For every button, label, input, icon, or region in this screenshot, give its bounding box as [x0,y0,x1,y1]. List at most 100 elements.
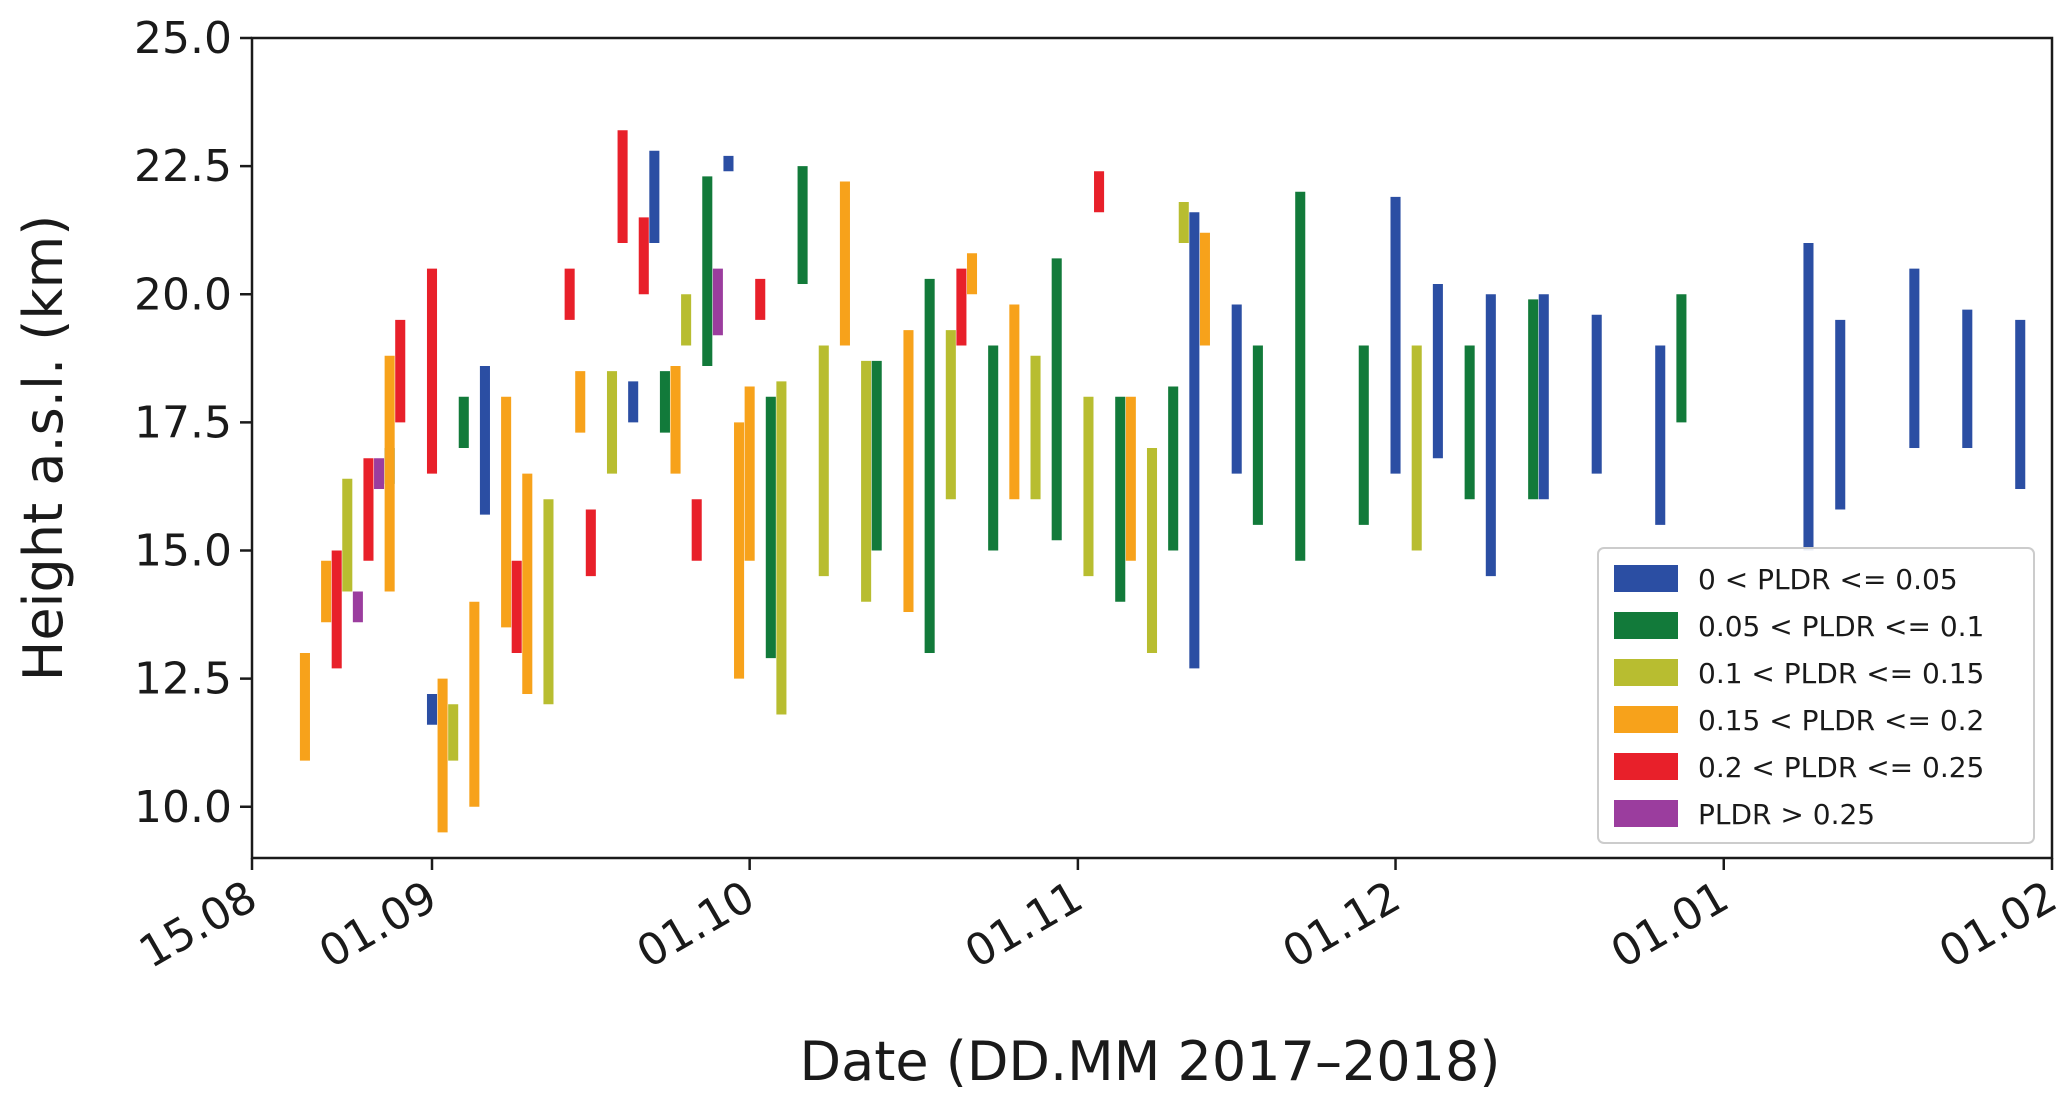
legend-swatch [1614,800,1678,827]
legend-frame [1597,547,2035,844]
data-bar [1252,345,1263,525]
data-bar [1591,314,1602,474]
legend: 0 < PLDR <= 0.05 0.05 < PLDR <= 0.1 0.1 < … [1597,547,2035,844]
data-bar [945,330,956,500]
data-bar [956,268,967,346]
data-bar [1962,309,1973,449]
data-bar [575,371,586,433]
data-bar [1485,294,1496,577]
data-bar [755,278,766,320]
data-bar [479,366,490,515]
data-bar [522,473,533,695]
data-bar [1358,345,1369,525]
legend-label: PLDR > 0.25 [1698,798,1875,831]
data-bar [723,155,734,172]
y-tick-label: 20.0 [134,269,232,320]
data-bar [628,381,639,423]
legend-swatch [1614,565,1678,592]
data-bar [1676,294,1687,423]
data-bar [299,653,310,761]
data-bar [1411,345,1422,551]
x-tick-label: 01.02 [1931,871,2066,978]
data-bar [374,458,385,489]
data-bar [765,396,776,659]
data-bar [1009,304,1020,500]
legend-swatch [1614,753,1678,780]
data-bar [501,396,512,628]
data-bar [1432,284,1443,459]
data-bar [448,704,459,761]
data-bar [606,371,618,474]
data-bar [1083,396,1094,577]
data-bar [395,319,406,423]
y-tick-label: 12.5 [134,654,232,705]
data-bar [681,294,692,346]
data-bar [1168,386,1179,551]
data-bar [744,386,755,561]
data-bar [670,366,681,474]
data-bar [363,458,374,561]
y-axis-label: Height a.s.l. (km) [12,215,75,682]
data-bar [734,422,745,679]
y-tick-label: 10.0 [134,782,232,833]
data-bar [1538,294,1549,500]
data-bar [384,355,395,592]
legend-swatch [1614,659,1678,686]
data-bar [2015,319,2026,490]
data-bar [437,678,448,833]
data-bar [426,694,438,725]
y-tick-label: 22.5 [134,141,232,192]
legend-swatch [1614,612,1678,639]
legend-label: 0.05 < PLDR <= 0.1 [1698,610,1984,643]
x-tick-label: 15.08 [131,871,266,978]
data-bar [426,268,438,474]
data-bar [585,509,596,577]
data-bar [1115,396,1126,602]
legend-label: 0.1 < PLDR <= 0.15 [1698,657,1984,690]
bars-layer [299,130,2026,833]
data-bar [1528,299,1539,500]
data-bar [331,550,342,669]
data-bar [321,560,332,623]
data-bar [1295,191,1306,561]
data-bar [702,176,713,366]
data-bar [1030,355,1041,500]
data-bar [924,278,935,654]
data-bar [1178,202,1189,243]
data-bar [564,268,575,320]
data-bar [1909,268,1920,449]
data-bar [1390,196,1401,474]
data-bar [776,381,787,715]
x-tick-label: 01.12 [1274,871,1409,978]
legend-swatch [1614,706,1678,733]
data-bar [861,360,872,602]
x-tick-label: 01.01 [1603,871,1738,978]
data-bar [1231,304,1242,474]
legend-label: 0 < PLDR <= 0.05 [1698,563,1958,596]
data-bar [342,478,353,592]
plot-frame [250,36,2054,860]
y-tick-label: 25.0 [134,13,232,64]
data-bar [1094,171,1105,213]
data-bar [1189,212,1200,669]
data-bar [1051,258,1062,541]
x-tick-label: 01.09 [311,871,446,978]
y-tick-label: 17.5 [134,397,232,448]
x-axis-label: Date (DD.MM 2017–2018) [800,1030,1501,1093]
data-bar [1464,345,1475,500]
data-bar [649,150,660,243]
data-bar [659,371,670,433]
y-tick-label: 15.0 [134,526,232,577]
data-bar [1125,396,1136,561]
data-bar [797,166,808,285]
data-bar [818,345,829,577]
data-bar [903,330,914,613]
data-bar [1655,345,1666,525]
data-bar [839,181,850,346]
data-bar [1146,448,1158,653]
data-bar [1803,243,1814,551]
data-bar [469,601,480,807]
x-tick-label: 01.10 [629,871,764,978]
